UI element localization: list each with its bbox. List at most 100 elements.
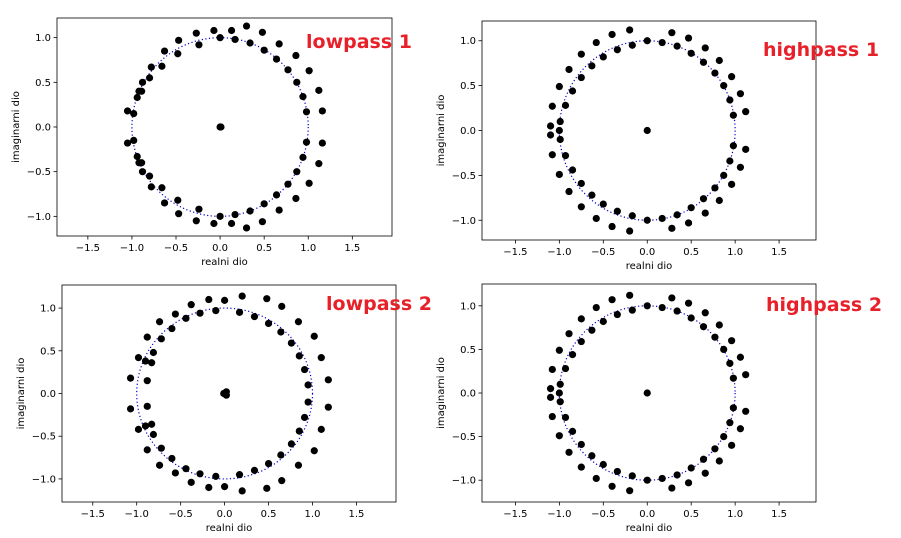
data-point: [555, 346, 563, 354]
y-tick-label: −0.5: [452, 171, 476, 182]
data-point: [171, 310, 179, 318]
data-point: [231, 35, 239, 44]
x-tick-label: 1.0: [305, 509, 321, 520]
data-point: [592, 474, 600, 483]
data-point: [555, 126, 563, 135]
data-point: [728, 73, 736, 81]
data-point: [182, 465, 190, 473]
x-tick-label: −1.0: [547, 509, 571, 520]
data-point: [195, 41, 203, 49]
data-point: [565, 65, 573, 74]
data-point: [626, 26, 634, 34]
data-point: [148, 359, 156, 367]
data-point: [133, 93, 141, 102]
data-point: [263, 295, 271, 303]
data-point: [742, 371, 750, 379]
data-point: [133, 152, 141, 161]
data-point: [324, 376, 332, 384]
data-point: [577, 179, 585, 188]
data-point: [292, 51, 300, 60]
data-point: [546, 122, 555, 130]
data-point: [210, 26, 218, 35]
data-point: [272, 55, 281, 63]
data-point: [720, 345, 728, 353]
data-point: [138, 78, 147, 86]
data-point: [246, 207, 254, 215]
data-point: [568, 87, 577, 95]
data-point: [149, 430, 158, 439]
data-point: [126, 374, 135, 382]
data-point: [592, 214, 600, 223]
data-point: [196, 309, 204, 317]
data-point: [278, 302, 286, 310]
data-point: [275, 206, 283, 214]
data-point: [231, 210, 239, 219]
data-point: [212, 307, 220, 315]
x-tick-label: −0.5: [164, 243, 188, 254]
data-point: [726, 419, 734, 427]
data-point: [317, 354, 325, 362]
data-point: [546, 393, 555, 401]
data-point: [187, 301, 195, 309]
x-tick-label: −0.5: [591, 509, 615, 520]
x-tick-label: 0.0: [217, 509, 233, 520]
data-point: [711, 69, 719, 77]
data-point: [729, 142, 737, 150]
data-point: [157, 444, 165, 452]
y-tick-label: 0.0: [40, 389, 56, 400]
data-point: [701, 209, 709, 217]
plot-area: [126, 292, 332, 495]
x-tick-label: 1.0: [300, 243, 316, 254]
data-point: [711, 184, 719, 192]
panel-title-lowpass-2: lowpass 2: [326, 293, 432, 315]
data-point: [147, 63, 155, 71]
data-point: [687, 204, 695, 212]
data-point: [726, 96, 734, 104]
x-tick-label: −1.5: [81, 509, 105, 520]
data-point: [305, 67, 313, 75]
data-point: [324, 403, 332, 411]
data-point: [673, 471, 681, 479]
data-point: [123, 107, 132, 115]
data-point: [720, 82, 728, 90]
data-point: [715, 56, 723, 65]
data-point: [143, 377, 151, 385]
chart-highpass-2: −1.5 −1.0 −0.5 0.0 0.5 1.0 1.5 −1.0 −0.5 0.0 0.5 1.…: [436, 283, 882, 534]
data-point: [145, 74, 154, 82]
data-point: [134, 425, 143, 433]
data-point: [260, 46, 268, 54]
data-point: [174, 196, 182, 204]
data-point: [141, 357, 150, 365]
data-point: [728, 337, 736, 345]
data-point: [715, 457, 723, 465]
y-tick-label: 0.5: [460, 81, 476, 92]
data-point: [643, 216, 651, 224]
data-point: [318, 107, 326, 115]
y-tick-label: 0.0: [460, 126, 476, 137]
data-point: [287, 339, 296, 347]
y-axis-label: imaginarni dio: [436, 95, 447, 167]
data-point: [726, 359, 734, 367]
x-tick-label: −0.5: [591, 247, 615, 258]
data-point: [687, 314, 695, 322]
data-point: [302, 108, 311, 116]
data-point: [155, 461, 164, 469]
data-point: [668, 294, 676, 302]
data-point: [227, 26, 236, 35]
chart-lowpass-2: −1.5 −1.0 −0.5 0.0 0.5 1.0 1.5 −1.0 −0.5 0.0 0.5 1.…: [16, 284, 432, 534]
data-point: [599, 200, 607, 208]
data-point: [699, 455, 708, 463]
data-point: [235, 471, 244, 479]
data-point: [577, 315, 585, 323]
data-point: [687, 49, 695, 57]
data-point: [293, 168, 301, 176]
data-point: [149, 348, 158, 357]
data-point: [577, 50, 585, 58]
y-tick-label: −0.5: [27, 167, 51, 178]
data-point: [658, 303, 666, 312]
plot-area: [123, 22, 326, 232]
data-point: [260, 200, 268, 208]
x-tick-label: 0.0: [212, 243, 228, 254]
x-tick-label: 1.5: [771, 247, 787, 258]
data-point: [684, 34, 693, 42]
